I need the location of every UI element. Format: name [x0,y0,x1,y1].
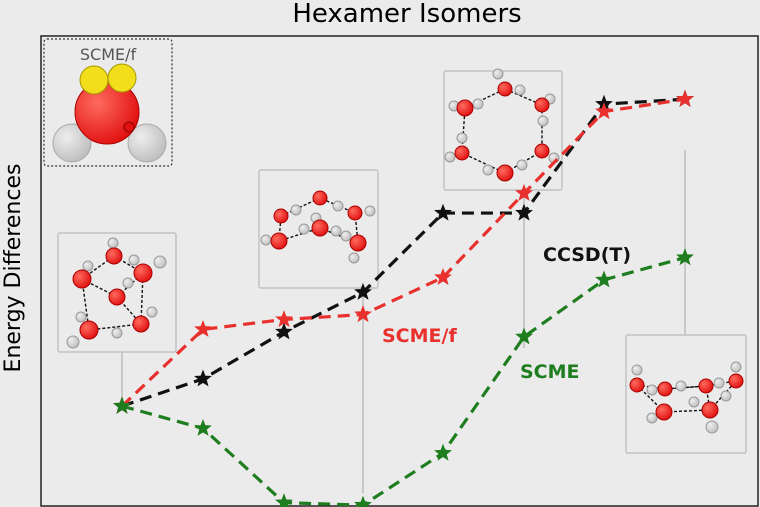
data-point-scme-f-7 [595,102,613,120]
data-point-scme-f-6 [515,183,533,201]
data-point-scme-2 [194,419,212,436]
series-label-ccsdt: CCSD(T) [543,244,631,266]
data-point-ccsd-t-5 [434,203,452,221]
series-label-scme: SCME [520,361,580,383]
chart-title: Hexamer Isomers [292,0,521,29]
series-layer [113,89,694,507]
data-point-scme-f-4 [354,305,372,323]
data-point-scme-3 [275,493,293,507]
inset-molecule-model: SCME/f [43,38,173,167]
data-point-ccsd-t-2 [194,369,212,387]
data-point-scme-5 [434,443,452,461]
data-point-ccsd-t-3 [275,322,293,340]
data-point-ccsd-t-4 [354,282,372,300]
data-point-scme-f-5 [434,268,452,286]
inset-title: SCME/f [80,45,137,64]
data-point-scme-6 [515,327,533,345]
series-line-ccsd-t [121,97,686,408]
series-line-scme [121,256,686,507]
data-point-scme-f-3 [275,310,293,328]
series-scme [113,248,694,507]
isomer-cage-box [625,334,747,454]
data-point-scme-8 [676,248,694,266]
plot-frame [40,35,759,507]
data-point-scme-f-2 [194,320,212,337]
connector-lines [121,150,686,493]
data-point-scme-4 [354,495,372,507]
series-label-scmef: SCME/f [382,325,457,347]
series-line-scme-f [120,97,686,408]
data-point-ccsd-t-6 [515,203,533,221]
series-scme-f [113,89,694,414]
isomer-book-box [258,169,379,289]
isomer-ring-box [443,68,563,191]
data-point-scme-7 [595,270,613,288]
y-axis-label: Energy Differences [1,164,26,373]
isomer-prism-box [57,232,177,353]
data-point-scme-f-8 [676,89,694,107]
data-point-scme-1 [113,396,131,414]
